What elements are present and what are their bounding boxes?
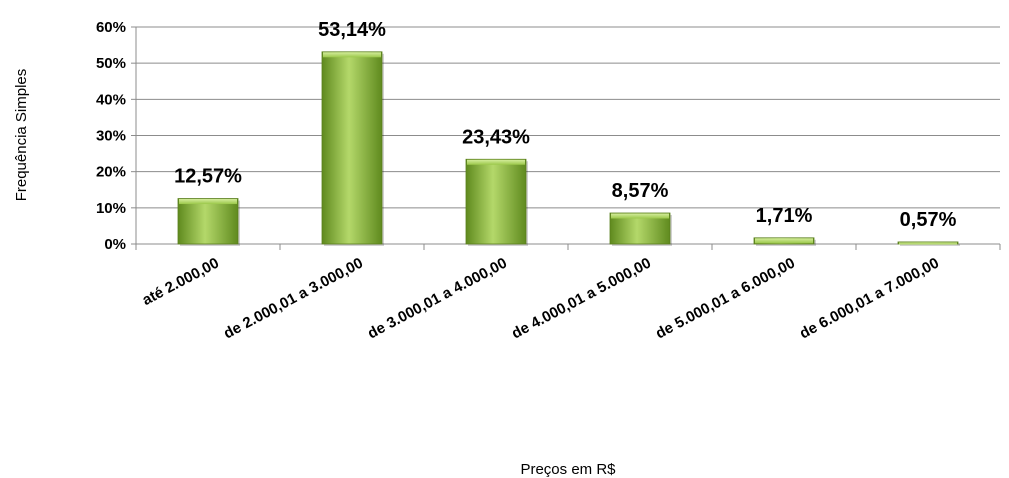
y-tick-label: 0% — [104, 236, 126, 253]
bar — [753, 237, 816, 246]
y-tick-label: 10% — [96, 200, 126, 217]
gridlines — [136, 26, 1000, 209]
y-axis-title: Frequência Simples — [13, 69, 30, 202]
x-tick-label: de 4.000,01 a 5.000,00 — [509, 255, 654, 343]
x-tick-label: de 5.000,01 a 6.000,00 — [653, 255, 798, 343]
data-label: 23,43% — [462, 126, 530, 148]
bar — [897, 241, 960, 246]
data-label: 8,57% — [612, 180, 669, 202]
bar — [177, 198, 240, 246]
x-axis-title: Preços em R$ — [520, 461, 616, 478]
data-label: 12,57% — [174, 166, 242, 188]
bar — [465, 158, 528, 246]
x-tick-label: até 2.000,00 — [140, 255, 222, 310]
y-axis: 0% 10% 20% 30% 40% 50% 60% — [96, 19, 137, 253]
x-tick-label: de 6.000,01 a 7.000,00 — [797, 255, 942, 343]
data-label: 1,71% — [756, 205, 813, 227]
data-label: 53,14% — [318, 19, 386, 41]
y-tick-label: 20% — [96, 164, 126, 181]
x-tick-label: de 2.000,01 a 3.000,00 — [221, 255, 366, 343]
bar — [321, 51, 384, 246]
data-labels: 12,57% 53,14% 23,43% 8,57% 1,71% 0,57% — [174, 19, 956, 231]
x-tick-label: de 3.000,01 a 4.000,00 — [365, 255, 510, 343]
bars — [177, 51, 960, 246]
y-tick-label: 40% — [96, 91, 126, 108]
y-tick-label: 60% — [96, 19, 126, 36]
y-tick-label: 30% — [96, 128, 126, 145]
data-label: 0,57% — [900, 209, 957, 231]
y-tick-label: 50% — [96, 55, 126, 72]
x-axis: até 2.000,00 de 2.000,01 a 3.000,00 de 3.0… — [135, 243, 1001, 343]
bar — [609, 212, 672, 246]
